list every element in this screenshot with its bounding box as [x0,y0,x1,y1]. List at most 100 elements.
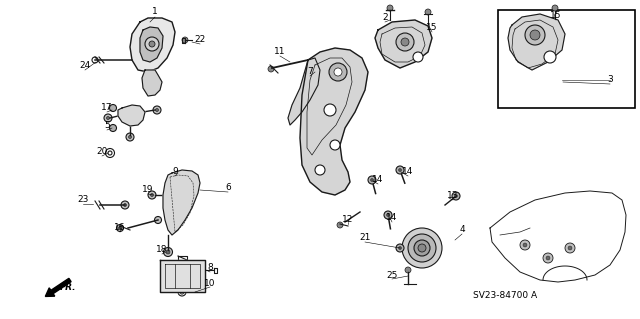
Circle shape [109,124,116,131]
Circle shape [268,66,274,72]
Polygon shape [140,27,163,62]
Text: 7: 7 [307,68,313,77]
Circle shape [544,51,556,63]
Circle shape [324,104,336,116]
Text: 10: 10 [204,278,216,287]
Circle shape [452,192,460,200]
Circle shape [546,256,550,260]
Text: 8: 8 [207,263,213,272]
Circle shape [145,37,159,51]
Circle shape [150,194,154,197]
Polygon shape [166,265,174,287]
Text: 18: 18 [156,246,168,255]
Circle shape [315,165,325,175]
Text: 2: 2 [382,13,388,23]
Text: 4: 4 [459,226,465,234]
Circle shape [405,267,411,273]
Circle shape [182,37,188,43]
Circle shape [520,240,530,250]
Circle shape [166,250,170,254]
Circle shape [414,240,430,256]
Polygon shape [288,58,320,125]
Circle shape [334,68,342,76]
Text: 12: 12 [342,216,354,225]
Circle shape [399,247,401,249]
Circle shape [109,105,116,112]
Circle shape [384,211,392,219]
Circle shape [399,168,401,172]
Circle shape [454,195,458,197]
Circle shape [104,114,112,122]
Circle shape [387,213,390,217]
Circle shape [156,108,159,112]
Text: 14: 14 [387,213,397,222]
Circle shape [552,5,558,11]
Text: 15: 15 [550,11,562,20]
Text: 21: 21 [359,234,371,242]
Text: 22: 22 [195,35,205,44]
Circle shape [124,204,127,206]
Text: 17: 17 [101,103,113,113]
Circle shape [154,217,161,224]
Circle shape [121,201,129,209]
Circle shape [565,243,575,253]
Text: 19: 19 [142,186,154,195]
Text: 14: 14 [403,167,413,176]
Text: 23: 23 [77,196,89,204]
Circle shape [396,33,414,51]
Circle shape [329,63,347,81]
Text: 1: 1 [152,8,158,17]
Circle shape [418,244,426,252]
Circle shape [402,228,442,268]
Text: 9: 9 [172,167,178,176]
Circle shape [371,179,374,182]
Polygon shape [160,260,205,292]
Text: 11: 11 [275,48,285,56]
Text: FR.: FR. [60,284,76,293]
Text: SV23-84700 A: SV23-84700 A [473,292,537,300]
FancyArrow shape [45,278,71,296]
Circle shape [153,106,161,114]
Polygon shape [142,70,162,96]
Text: 20: 20 [96,147,108,157]
Polygon shape [300,48,368,195]
Text: 14: 14 [372,175,384,184]
Circle shape [178,205,188,215]
Circle shape [148,191,156,199]
Circle shape [568,246,572,250]
Circle shape [387,5,393,11]
Circle shape [396,244,404,252]
Circle shape [163,248,173,256]
Text: 16: 16 [115,224,125,233]
Circle shape [368,176,376,184]
Polygon shape [118,105,145,126]
Text: 13: 13 [447,191,459,201]
Circle shape [543,253,553,263]
Text: 6: 6 [225,183,231,192]
Text: 5: 5 [104,122,110,130]
Circle shape [530,30,540,40]
Polygon shape [375,20,432,68]
Circle shape [401,38,409,46]
Circle shape [425,9,431,15]
Circle shape [116,225,124,232]
Circle shape [337,222,343,228]
Circle shape [126,133,134,141]
Circle shape [525,25,545,45]
Circle shape [523,243,527,247]
Text: 3: 3 [607,76,613,85]
Bar [498,10,635,108]
Text: 25: 25 [387,271,397,279]
Circle shape [413,52,423,62]
Polygon shape [163,170,200,235]
Text: 24: 24 [79,61,91,70]
Polygon shape [191,265,199,287]
Circle shape [396,166,404,174]
Polygon shape [130,18,175,72]
Circle shape [180,180,190,190]
Text: 15: 15 [426,24,438,33]
Circle shape [149,41,155,47]
Circle shape [118,226,122,229]
Circle shape [330,140,340,150]
Circle shape [106,116,109,120]
